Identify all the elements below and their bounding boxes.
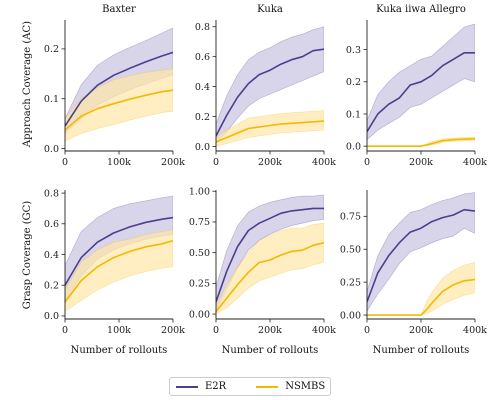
y-tick-label: 0.25	[189, 279, 210, 290]
band-e2r	[216, 26, 324, 144]
panel-title: Kuka	[257, 4, 283, 15]
panel-5: 0.00 0.25 0.50 0.75 1.00 0 200k 400k	[189, 187, 336, 336]
y-tick-label: 0.6	[195, 52, 210, 63]
panel-3: 0.0 0.1 0.2 0.3 0 200k 400k Kuka iiwa Allegro	[346, 4, 487, 168]
legend-swatch-e2r	[176, 385, 198, 388]
y-tick-label: 0.50	[340, 245, 361, 256]
y-tick-label: 0.25	[340, 277, 361, 288]
series-line-nsmbs	[367, 138, 475, 147]
y-tick-label: 0.0	[195, 142, 210, 153]
x-tick-label: 100k	[107, 157, 131, 168]
panel-title: Kuka iiwa Allegro	[376, 4, 466, 15]
legend: E2R NSMBS	[169, 377, 331, 396]
x-tick-label: 0	[364, 157, 370, 168]
x-tick-label: 100k	[107, 325, 131, 336]
y-tick-label: 0.00	[189, 309, 210, 320]
plot-area	[216, 26, 324, 147]
x-tick-label: 400k	[312, 157, 336, 168]
x-tick-label: 0	[213, 325, 219, 336]
plot-area	[216, 194, 324, 315]
x-tick-label: 200k	[409, 157, 433, 168]
x-tick-label: 0	[62, 157, 68, 168]
y-tick-label: 0.1	[346, 109, 361, 120]
legend-swatch-nsmbs	[256, 385, 279, 388]
x-tick-label: 400k	[312, 325, 336, 336]
x-tick-label: 0	[364, 325, 370, 336]
series-line-e2r	[65, 216, 173, 286]
panel-2: 0.0 0.2 0.4 0.6 0.8 0 200k 400k Kuka	[195, 4, 336, 168]
legend-label-nsmbs: NSMBS	[285, 381, 326, 392]
x-tick-label: 0	[62, 325, 68, 336]
x-tick-label: 400k	[463, 325, 487, 336]
series-line-e2r	[367, 51, 475, 133]
y-tick-label: 0.2	[346, 77, 361, 88]
y-tick-label: 0.0	[44, 311, 59, 322]
plot-area	[65, 195, 173, 312]
y-tick-label: 0.0	[44, 144, 59, 155]
series-line-e2r	[367, 208, 475, 303]
legend-entry-e2r: E2R	[176, 381, 226, 392]
band-e2r	[216, 194, 324, 312]
y-tick-label: 0.1	[44, 94, 59, 105]
series-line-nsmbs	[65, 89, 173, 131]
series-line-e2r	[216, 48, 324, 137]
y-tick-label: 0.75	[340, 212, 361, 223]
x-tick-label: 200k	[161, 325, 185, 336]
xlabel-panel-4: Number of rollouts	[71, 345, 168, 356]
y-tick-label: 0.50	[189, 248, 210, 259]
band-nsmbs	[65, 229, 173, 312]
y-tick-label: 0.75	[189, 217, 210, 228]
y-tick-label: 0.8	[195, 22, 210, 33]
x-tick-label: 400k	[463, 157, 487, 168]
y-tick-label: 0.6	[44, 219, 59, 230]
y-tick-label: 1.00	[189, 187, 210, 198]
y-tick-label: 0.4	[195, 82, 210, 93]
x-tick-label: 200k	[161, 157, 185, 168]
y-tick-label: 0.2	[44, 44, 59, 55]
series-line-e2r	[216, 207, 324, 303]
row-ylabel-grasp-coverage: Grasp Coverage (GC)	[22, 201, 33, 309]
plot-area	[65, 27, 173, 142]
series-line-nsmbs	[216, 120, 324, 143]
y-tick-label: 0.4	[44, 250, 59, 261]
xlabel-panel-6: Number of rollouts	[373, 345, 470, 356]
legend-label-e2r: E2R	[205, 381, 227, 392]
series-line-e2r	[65, 51, 173, 127]
y-tick-label: 0.00	[340, 310, 361, 321]
band-nsmbs	[65, 68, 173, 142]
x-tick-label: 200k	[258, 325, 282, 336]
band-nsmbs	[367, 136, 475, 147]
y-tick-label: 0.8	[44, 188, 59, 199]
x-tick-label: 200k	[409, 325, 433, 336]
legend-entry-nsmbs: NSMBS	[256, 381, 325, 392]
panel-6: 0.00 0.25 0.50 0.75 0 200k 400k	[340, 190, 487, 336]
panel-1: 0.0 0.1 0.2 0 100k 200k Baxter	[44, 4, 185, 168]
row-ylabel-approach-coverage: Approach Coverage (AC)	[22, 21, 33, 148]
band-nsmbs	[216, 110, 324, 147]
y-tick-label: 0.3	[346, 45, 361, 56]
y-tick-label: 0.2	[195, 112, 210, 123]
plot-area	[367, 23, 475, 147]
x-tick-label: 0	[213, 157, 219, 168]
series-line-nsmbs	[216, 242, 324, 313]
band-nsmbs	[216, 222, 324, 315]
band-e2r	[367, 192, 475, 312]
y-tick-label: 0.0	[346, 141, 361, 152]
y-tick-label: 0.2	[44, 281, 59, 292]
xlabel-panel-5: Number of rollouts	[222, 345, 319, 356]
plot-area	[367, 192, 475, 316]
series-line-nsmbs	[367, 278, 475, 316]
x-tick-label: 200k	[258, 157, 282, 168]
panel-4: 0.0 0.2 0.4 0.6 0.8 0 100k 200k	[44, 188, 185, 336]
panel-title: Baxter	[102, 4, 136, 15]
series-line-nsmbs	[65, 239, 173, 303]
